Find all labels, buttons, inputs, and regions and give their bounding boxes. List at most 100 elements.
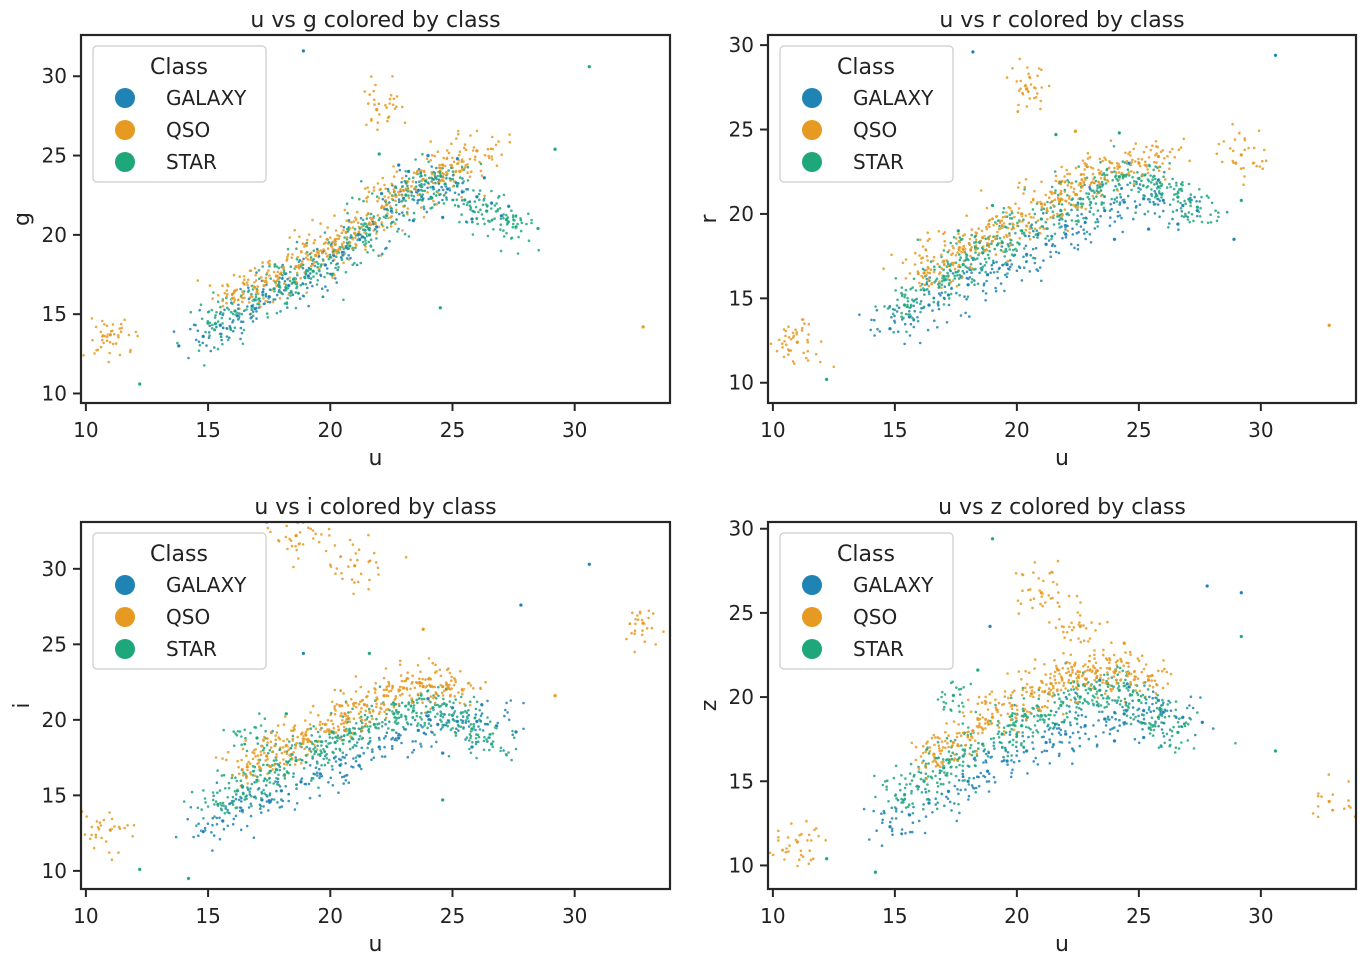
cloud-dot [448,683,451,687]
cloud-dot [363,90,367,93]
cloud-dot [530,218,533,222]
cloud-dot [307,268,311,271]
cloud-dot [322,748,325,751]
cloud-dot [353,581,356,584]
cloud-dot [1179,206,1183,210]
cloud-dot [404,555,408,559]
cloud-dot [401,692,404,696]
cloud-dot [345,753,348,757]
data-point-galaxy [1195,208,1200,213]
cloud-dot [1008,222,1012,226]
legend-marker-galaxy [115,575,135,595]
cloud-dot [928,276,931,279]
cloud-dot [1064,199,1067,203]
cloud-dot [442,723,446,727]
data-point-galaxy [1083,220,1088,225]
cloud-dot [974,238,978,241]
data-point-galaxy [267,294,272,299]
cloud-dot [929,260,933,264]
cloud-dot [1158,192,1161,195]
cloud-dot [911,811,915,815]
cloud-dot [469,736,472,740]
cloud-dot [511,214,515,217]
cloud-dot [338,747,342,751]
cloud-dot [375,705,378,709]
cloud-dot [348,747,352,751]
cloud-dot [980,229,984,233]
cloud-dot [410,185,413,188]
data-point-galaxy [1141,196,1146,201]
cloud-dot [278,806,282,809]
cloud-dot [1025,710,1029,713]
cloud-dot [463,166,467,169]
cloud-dot [1093,176,1096,179]
cloud-dot [1028,76,1032,80]
cloud-dot [978,722,981,725]
cloud-dot [994,221,997,224]
cloud-dot [931,259,935,263]
cloud-dot [988,234,992,238]
cloud-dot [1022,266,1026,270]
cloud-dot [263,735,266,739]
cloud-dot [636,618,640,621]
cloud-dot [233,289,236,293]
cloud-dot [1142,717,1146,721]
cloud-dot [1086,700,1089,704]
cloud-dot [903,342,906,346]
cloud-dot [956,788,959,791]
data-point-galaxy [374,224,379,229]
cloud-dot [454,698,458,701]
data-point-galaxy [430,185,435,190]
cloud-dot [341,755,345,759]
cloud-dot [994,237,997,241]
cloud-dot [301,294,305,298]
cloud-dot [117,336,120,339]
cloud-dot [1187,182,1191,186]
cloud-dot [1095,218,1099,221]
cloud-dot [224,787,227,790]
cloud-dot [1349,806,1352,809]
cloud-dot [395,95,399,98]
cloud-dot [906,305,909,309]
data-point-qso [294,533,299,538]
cloud-dot [469,684,473,687]
cloud-dot [345,202,349,205]
cloud-dot [222,827,226,831]
cloud-dot [321,722,325,726]
cloud-dot [374,698,378,702]
cloud-dot [297,291,300,295]
cloud-dot [940,267,943,270]
cloud-dot [257,301,261,304]
cloud-dot [340,712,343,715]
cloud-dot [214,800,218,803]
cloud-dot [1189,201,1192,204]
cloud-dot [408,218,411,222]
cloud-dot [291,739,295,742]
cloud-dot [432,192,436,195]
cloud-dot [474,737,478,740]
cloud-dot [1116,729,1120,733]
cloud-dot [287,740,291,743]
cloud-dot [129,348,132,352]
cloud-dot [301,242,305,245]
cloud-dot [1067,197,1071,200]
cloud-dot [328,758,331,762]
cloud-dot [450,166,453,169]
cloud-dot [231,795,235,799]
cloud-dot [395,738,398,742]
data-point-galaxy [306,274,311,279]
cloud-dot [1102,201,1105,205]
cloud-dot [338,234,341,238]
cloud-dot [1075,722,1079,726]
cloud-dot [370,704,374,708]
cloud-dot [280,798,283,801]
legend-box [92,45,267,183]
cloud-dot [1081,159,1085,162]
cloud-dot [350,578,354,581]
cloud-dot [285,302,289,306]
cloud-dot [452,683,456,687]
cloud-dot [1125,682,1129,685]
cloud-dot [482,217,485,221]
cloud-dot [110,858,114,861]
cloud-dot [105,339,109,343]
